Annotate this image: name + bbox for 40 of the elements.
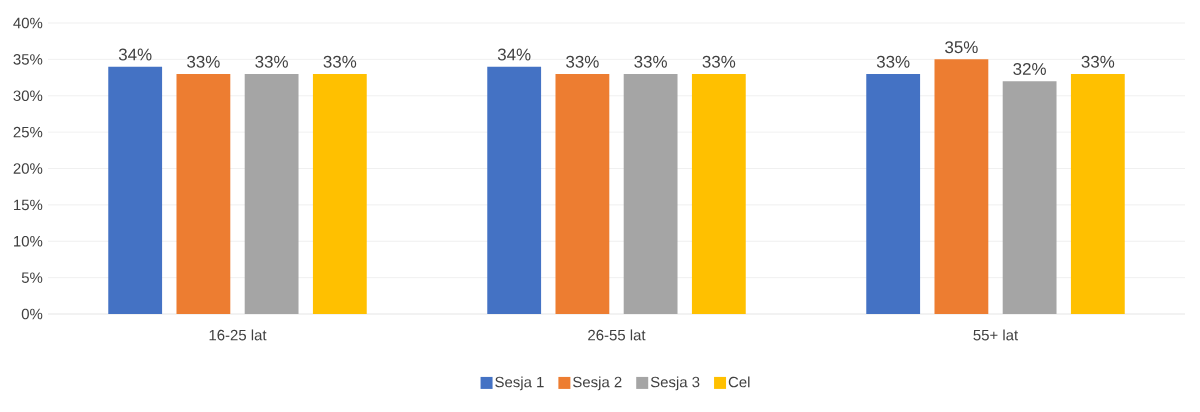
bar [1002, 81, 1057, 314]
bar [934, 59, 989, 314]
data-label: 34% [497, 48, 531, 61]
y-tick-label: 5% [21, 272, 43, 283]
y-tick-label: 0% [21, 308, 43, 320]
data-label: 33% [566, 55, 599, 68]
data-label: 33% [634, 55, 667, 68]
bar [312, 73, 367, 314]
data-label: 32% [1013, 63, 1046, 75]
bar [176, 73, 231, 314]
bar [555, 73, 610, 314]
data-label: 35% [945, 41, 978, 54]
bar [108, 66, 163, 314]
data-label: 33% [876, 55, 910, 68]
bar [244, 73, 299, 314]
bar [691, 73, 746, 314]
bar [866, 73, 921, 314]
data-label: 33% [702, 55, 736, 68]
y-tick-label: 25% [13, 126, 43, 138]
bar [623, 73, 678, 314]
data-label: 33% [255, 55, 288, 68]
legend-label: Sesja 2 [573, 376, 622, 391]
y-tick-label: 40% [13, 17, 43, 29]
data-label: 33% [1081, 55, 1115, 68]
data-label: 33% [187, 55, 220, 68]
y-tick-label: 30% [13, 90, 43, 102]
y-tick-label: 35% [13, 54, 43, 65]
bar [1070, 73, 1125, 314]
x-tick-label: 55+ lat [973, 329, 1019, 341]
y-tick-label: 10% [14, 235, 43, 247]
legend-label: Cel [728, 376, 750, 388]
data-label: 33% [323, 55, 357, 68]
data-label: 34% [118, 48, 152, 61]
x-tick-label: 26-55 lat [588, 329, 646, 341]
x-tick-label: 16-25 lat [209, 329, 267, 341]
legend-label: Sesja 1 [495, 376, 544, 391]
y-tick-label: 15% [14, 199, 43, 211]
y-tick-label: 20% [13, 163, 43, 174]
legend-label: Sesja 3 [650, 376, 700, 391]
bar [487, 66, 542, 314]
